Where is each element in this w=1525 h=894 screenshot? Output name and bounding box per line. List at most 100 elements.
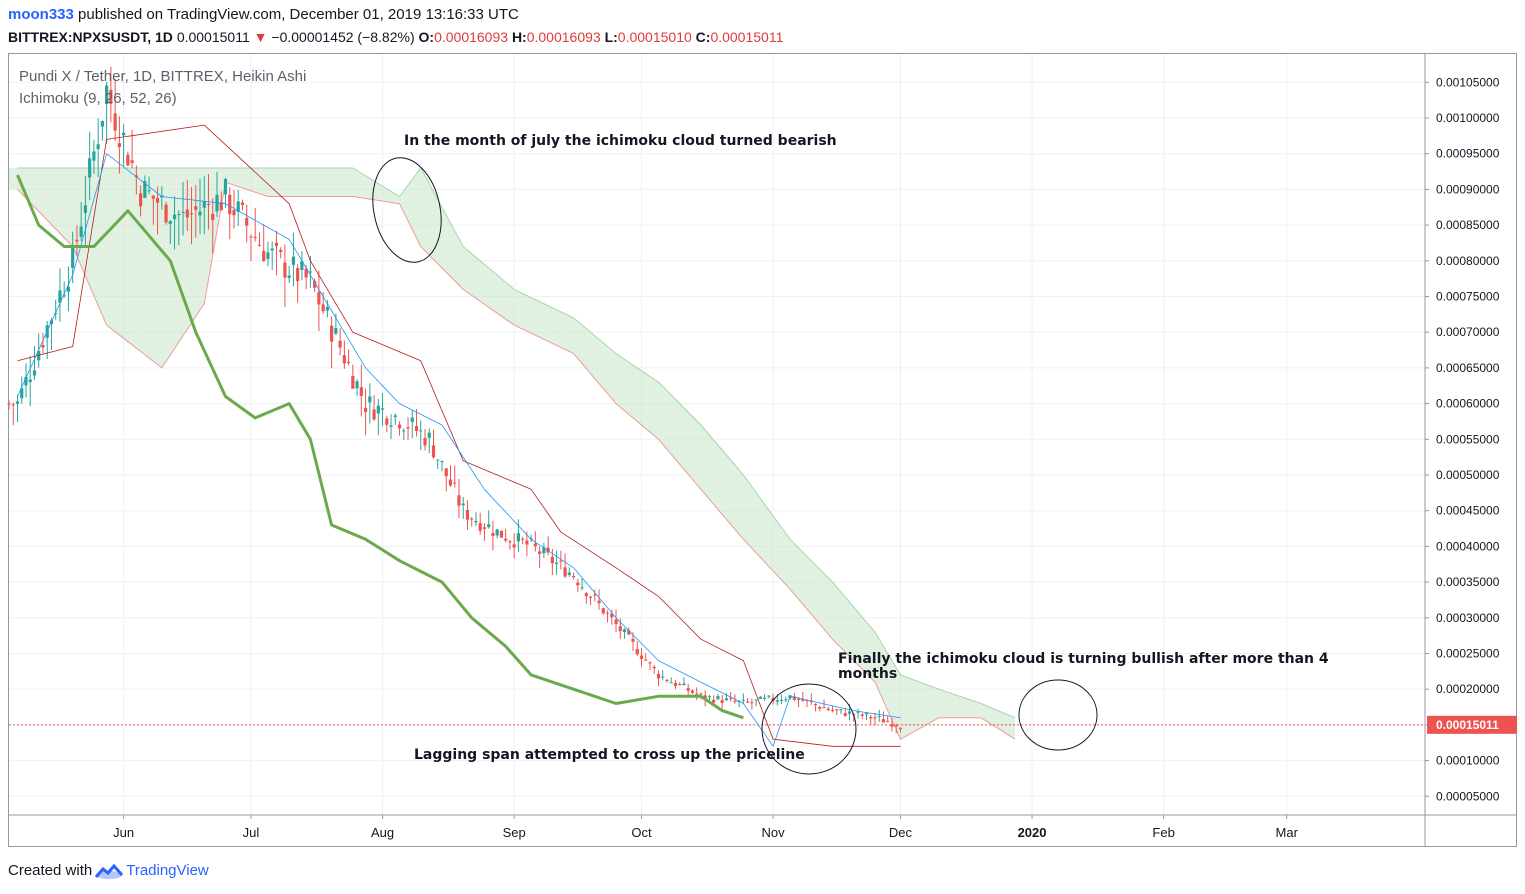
cloud-bull-segment <box>509 285 515 326</box>
candle-body-down <box>126 154 130 166</box>
candle-body-down <box>873 717 877 719</box>
cloud-bull-segment <box>883 646 888 711</box>
cloud-bull-segment <box>777 521 782 581</box>
candle-body-down <box>347 361 351 364</box>
indicator-legend[interactable]: Ichimoku (9, 26, 52, 26) <box>19 90 177 107</box>
cloud-bull-segment <box>552 307 557 346</box>
cloud-bull-segment <box>722 450 727 520</box>
cloud-bull-segment <box>633 365 638 422</box>
cloud-bull-segment <box>497 275 502 317</box>
cloud-bull-segment <box>577 321 583 364</box>
y-tick-label: 0.00050000 <box>1436 468 1500 482</box>
candle-body-up <box>96 144 100 150</box>
candle-body-down <box>818 707 822 709</box>
cloud-bull-segment <box>518 291 523 330</box>
cloud-bull-segment <box>908 678 914 735</box>
candle-body-up <box>368 396 372 403</box>
y-tick-label: 0.00100000 <box>1436 111 1500 125</box>
cloud-bull-segment <box>887 653 892 721</box>
y-tick-label: 0.00065000 <box>1436 361 1500 375</box>
candle-body-down <box>648 662 652 664</box>
cloud-bull-segment <box>751 486 757 553</box>
cloud-bull-segment <box>573 317 578 359</box>
candle-body-up <box>181 211 185 214</box>
candle-body-down <box>571 576 576 578</box>
close-label: C: <box>695 29 711 45</box>
cloud-bull-segment <box>127 167 133 345</box>
candle-body-down <box>470 518 474 520</box>
publish-line: moon333 published on TradingView.com, De… <box>8 6 519 23</box>
candle-body-down <box>639 655 644 659</box>
candle-body-down <box>304 268 308 278</box>
y-tick-label: 0.00060000 <box>1436 397 1500 411</box>
candle-body-down <box>733 700 737 702</box>
candle-body-up <box>28 379 32 383</box>
cloud-bull-segment <box>267 167 273 197</box>
candle-body-down <box>444 468 448 477</box>
candle-body-up <box>495 529 499 536</box>
cloud-bull-segment <box>934 687 939 721</box>
cloud-bull-segment <box>586 328 591 374</box>
cloud-bull-segment <box>64 167 69 243</box>
candle-body-down <box>117 143 121 148</box>
cloud-bull-segment <box>467 250 472 296</box>
candle-body-down <box>465 509 470 520</box>
candle-body-up <box>864 713 869 715</box>
username[interactable]: moon333 <box>8 6 74 23</box>
candle-body-up <box>580 587 584 589</box>
candle-body-down <box>550 556 554 564</box>
cloud-bull-segment <box>68 167 73 247</box>
cloud-bull-segment <box>535 299 540 338</box>
candle-body-up <box>767 695 771 697</box>
candle-body-down <box>712 699 716 703</box>
y-tick-label: 0.00055000 <box>1436 432 1500 446</box>
cloud-bull-segment <box>492 271 498 314</box>
last-price-tag-label: 0.00015011 <box>1436 718 1499 732</box>
candle-body-down <box>627 630 631 635</box>
cloud-bull-segment <box>841 592 846 653</box>
lagging-span-line <box>16 174 744 720</box>
candle-body-down <box>240 202 245 205</box>
candle-body-up <box>325 306 329 311</box>
cloud-bull-segment <box>713 440 718 510</box>
candle-body-down <box>546 547 550 553</box>
cloud-bull-segment <box>756 492 761 558</box>
candle-body-up <box>682 683 686 686</box>
candle-body-down <box>245 218 249 226</box>
candle-body-up <box>287 275 291 279</box>
annotation-ellipse-july <box>372 157 442 263</box>
candle-body-down <box>881 719 886 723</box>
cloud-bull-segment <box>161 167 167 368</box>
cloud-bull-segment <box>993 708 999 729</box>
cloud-bull-segment <box>1002 712 1007 734</box>
candle-body-down <box>228 194 232 215</box>
cloud-bull-segment <box>900 674 905 740</box>
candle-body-down <box>835 709 839 711</box>
candle-body-down <box>423 438 427 446</box>
cloud-bull-segment <box>548 305 553 344</box>
candle-body-up <box>58 290 62 303</box>
candle-body-up <box>440 461 444 463</box>
cloud-bull-segment <box>760 498 765 562</box>
candle-body-down <box>279 249 283 252</box>
candle-body-down <box>478 523 482 531</box>
cloud-bull-segment <box>480 260 485 305</box>
candle-body-up <box>402 430 406 432</box>
cloud-bull-segment <box>501 278 506 320</box>
cloud-bull-segment <box>998 710 1003 732</box>
cloud-bull-segment <box>85 167 90 286</box>
candle-body-down <box>869 716 873 719</box>
tradingview-link[interactable]: TradingView <box>126 862 209 879</box>
cloud-bull-segment <box>739 470 744 540</box>
cloud-bull-segment <box>904 676 909 737</box>
cloud-bull-segment <box>964 697 969 718</box>
cloud-bull-segment <box>106 167 111 329</box>
cloud-bull-segment <box>425 175 430 256</box>
cloud-bull-segment <box>420 167 426 251</box>
series-legend[interactable]: Pundi X / Tether, 1D, BITTREX, Heikin As… <box>19 68 307 85</box>
candle-body-up <box>88 158 92 178</box>
candle-body-up <box>393 415 397 418</box>
cloud-bull-segment <box>921 682 926 728</box>
cloud-bull-segment <box>641 370 646 429</box>
